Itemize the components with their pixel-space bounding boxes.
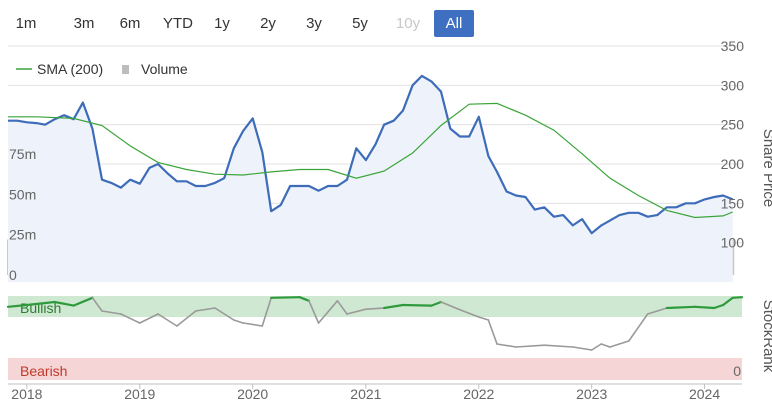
stockrank-segment xyxy=(722,296,734,307)
range-button-3y[interactable]: 3y xyxy=(306,15,322,32)
range-button-all[interactable]: All xyxy=(434,10,474,37)
stockrank-segment xyxy=(91,296,103,312)
stockrank-segment xyxy=(665,305,697,310)
rank-tick-label: 0 xyxy=(733,363,741,379)
stockrank-segment xyxy=(459,308,480,318)
stockrank-segment xyxy=(176,310,197,327)
x-tick-label: 2021 xyxy=(350,386,381,400)
price-tick-label: 100 xyxy=(721,235,745,251)
rank-axis-title: StockRank xyxy=(760,300,772,373)
price-axis-title: Share Price xyxy=(760,129,772,207)
stockrank-segment xyxy=(25,300,56,307)
stockrank-segment xyxy=(609,340,630,348)
x-tick-label: 2024 xyxy=(689,386,720,400)
stockrank-segment xyxy=(270,296,301,299)
range-button-ytd[interactable]: YTD xyxy=(163,15,193,32)
stockrank-segment xyxy=(242,322,264,327)
volume-tick-label: 50m xyxy=(9,186,36,202)
volume-tick-label: 0 xyxy=(9,267,17,283)
stockrank-segment xyxy=(430,300,443,307)
volume-tick-label: 25m xyxy=(9,227,36,243)
price-tick-label: 150 xyxy=(721,195,745,211)
price-tick-label: 200 xyxy=(721,156,745,172)
stockrank-segment xyxy=(261,296,273,327)
bullish-band xyxy=(8,296,742,317)
volume-bar xyxy=(731,239,735,275)
stockrank-segment xyxy=(515,344,546,348)
stockrank-segment xyxy=(214,307,235,321)
stockrank-segment xyxy=(440,301,461,311)
stockrank-segment xyxy=(194,307,216,312)
stockrank-segment xyxy=(590,343,603,351)
stockrank-segment xyxy=(308,299,320,324)
range-button-1y[interactable]: 1y xyxy=(214,15,230,32)
range-button-3m[interactable]: 3m xyxy=(73,15,95,32)
range-button-6m[interactable]: 6m xyxy=(119,15,141,32)
stockrank-segment xyxy=(477,316,490,321)
stockrank-segment xyxy=(693,305,716,310)
stockrank-segment xyxy=(496,343,517,348)
stockrank-segment xyxy=(72,296,94,307)
stockrank-segment xyxy=(401,303,433,307)
legend: SMA (200) Volume xyxy=(16,61,188,77)
x-tick-label: 2020 xyxy=(237,386,268,400)
range-button-2y[interactable]: 2y xyxy=(260,15,276,32)
range-button-5y[interactable]: 5y xyxy=(352,15,368,32)
stockrank-segment xyxy=(298,296,311,302)
price-tick-label: 300 xyxy=(721,77,745,93)
price-series xyxy=(6,74,744,351)
price-tick-label: 250 xyxy=(721,117,745,133)
stockrank-segment xyxy=(120,313,141,324)
stockrank-segment xyxy=(365,307,385,311)
stockrank-segment xyxy=(627,313,649,342)
x-tick-label: 2019 xyxy=(124,386,155,400)
stockrank-segment xyxy=(543,344,574,348)
range-button-10y[interactable]: 10y xyxy=(395,15,421,32)
bearish-band xyxy=(8,358,742,380)
volume-tick-label: 75m xyxy=(9,146,36,162)
x-tick-label: 2023 xyxy=(576,386,607,400)
stockrank-segment xyxy=(572,346,593,351)
stockrank-segment xyxy=(336,299,348,315)
stockrank-segment xyxy=(232,319,244,324)
x-tick-label: 2022 xyxy=(463,386,494,400)
stockrank-segment xyxy=(157,313,178,327)
volume-legend-swatch[interactable] xyxy=(122,65,129,74)
bearish-label: Bearish xyxy=(20,363,67,379)
stockrank-segment xyxy=(53,300,75,307)
stockrank-segment xyxy=(383,303,405,310)
range-button-1m[interactable]: 1m xyxy=(15,15,37,32)
stockrank-segment xyxy=(317,299,339,324)
sma-legend-label[interactable]: SMA (200) xyxy=(37,61,103,77)
stockrank-segment xyxy=(713,303,725,310)
price-line xyxy=(8,74,734,235)
x-tick-label: 2018 xyxy=(11,386,42,400)
price-tick-label: 350 xyxy=(721,38,745,54)
stockrank-segment xyxy=(646,307,668,315)
price-area xyxy=(8,75,733,283)
stockrank-segment xyxy=(346,308,367,315)
stockrank-segment xyxy=(6,303,28,308)
sma-line xyxy=(8,102,733,219)
stockrank-segment xyxy=(101,310,122,315)
stockrank-segment xyxy=(138,313,159,324)
stockrank-segment xyxy=(487,319,498,345)
stockrank-segment xyxy=(731,296,744,299)
axes: 100 150 200 250 300 350 Share Price 0 25m 50m 75m 0… xyxy=(8,38,772,400)
volume-legend-label[interactable]: Volume xyxy=(141,61,188,77)
stockrank-segment xyxy=(600,343,611,348)
